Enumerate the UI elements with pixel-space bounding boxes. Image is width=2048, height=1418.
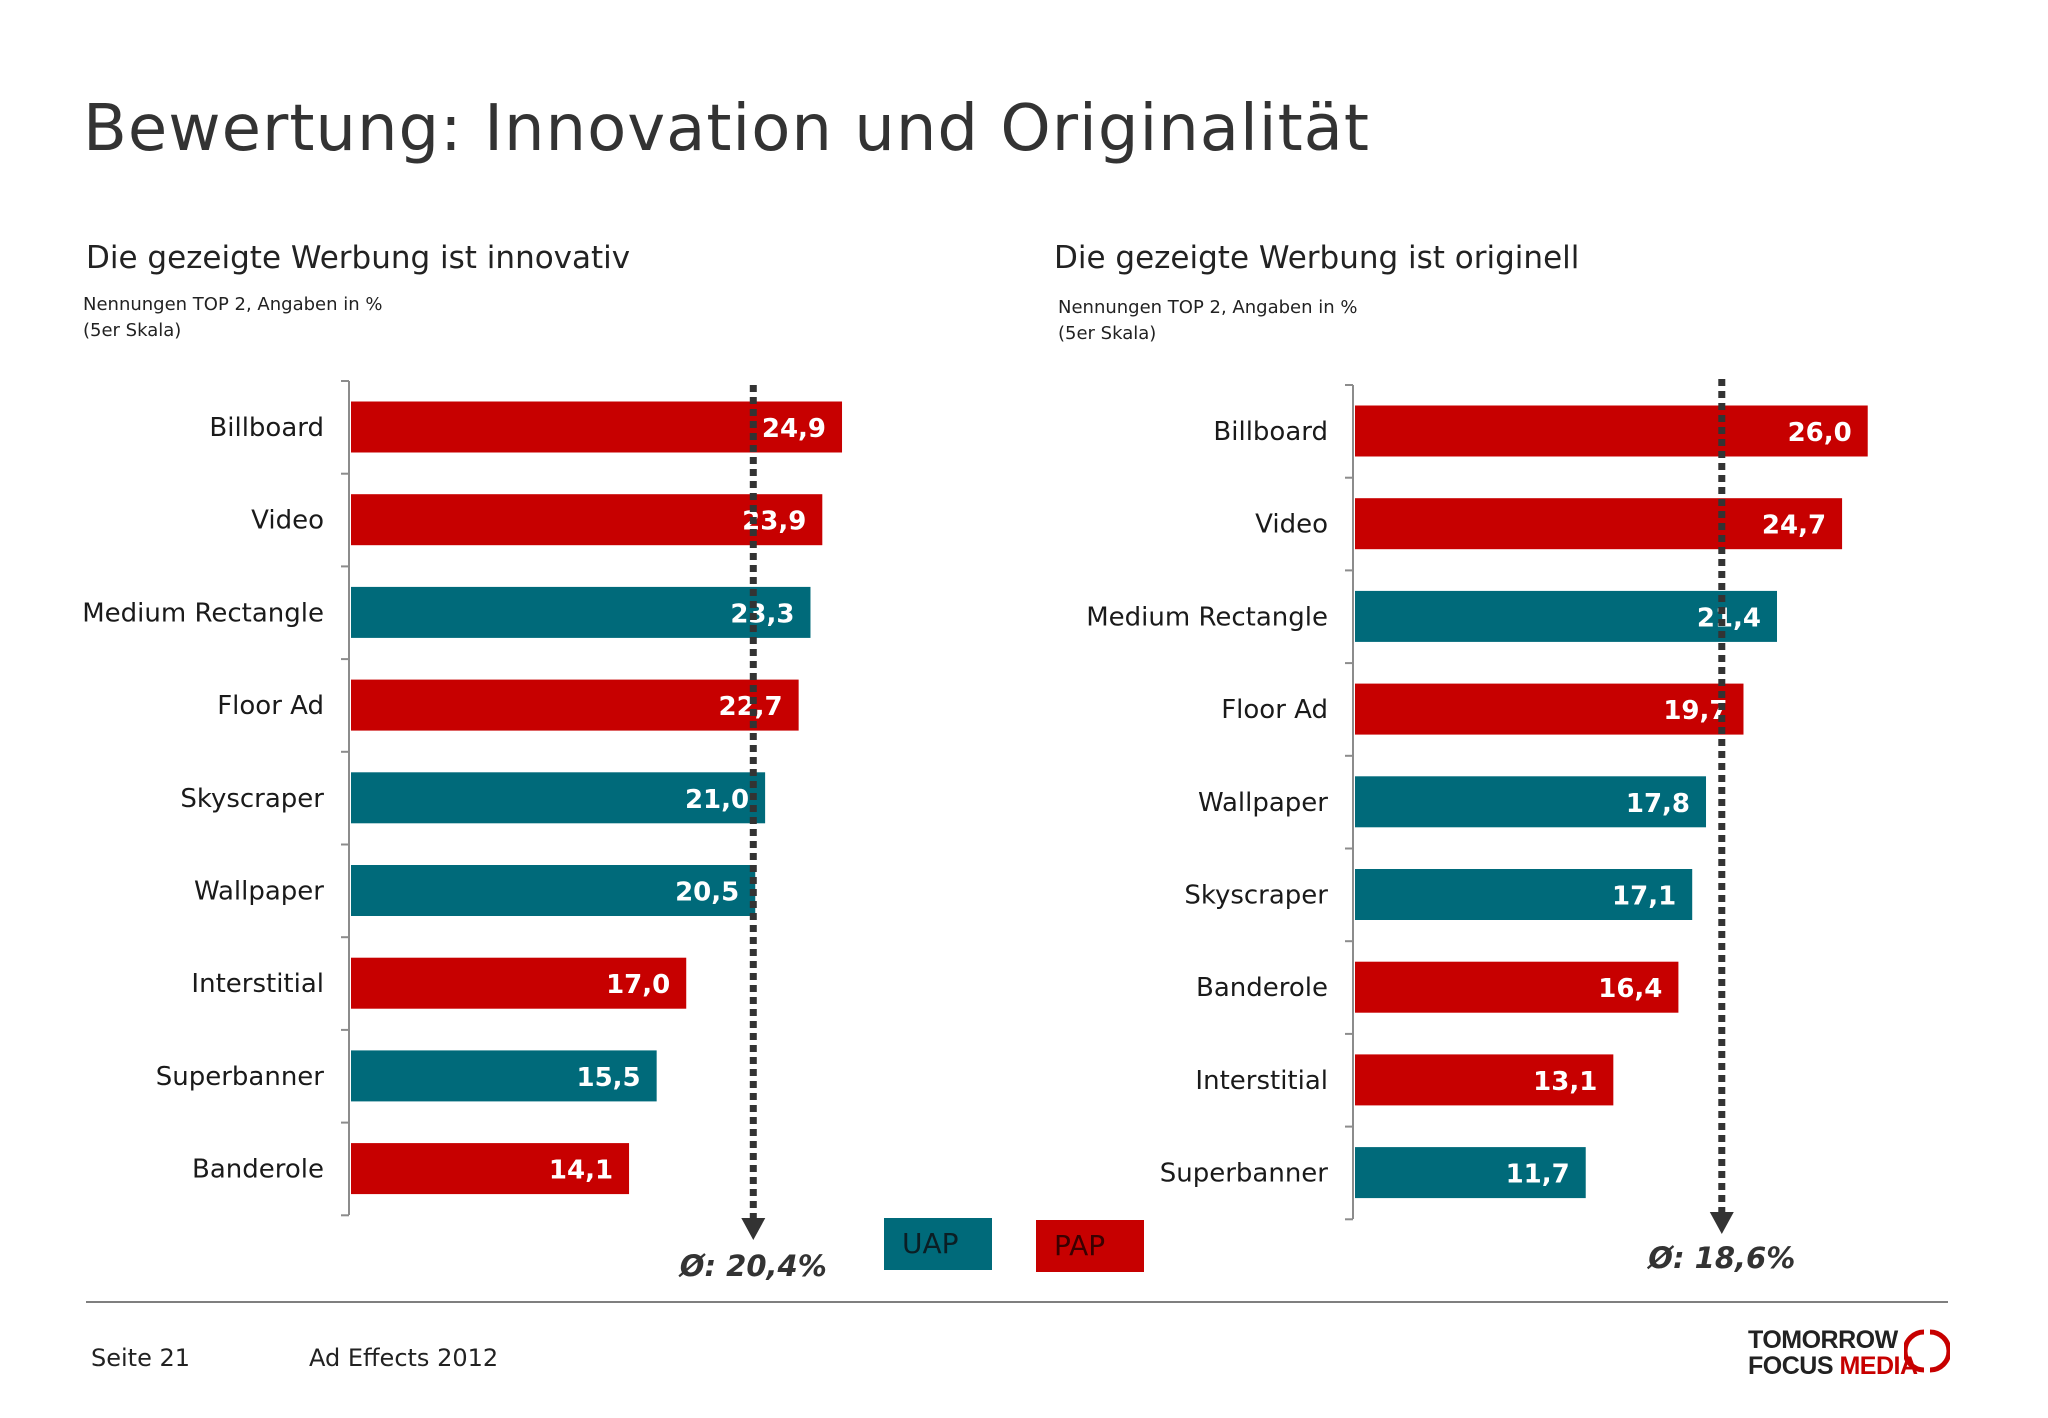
data-label: 23,3: [730, 599, 794, 629]
category-label: Banderole: [1196, 973, 1328, 1003]
bar-video: [1355, 498, 1843, 550]
data-label: 24,7: [1762, 511, 1826, 541]
category-label: Superbanner: [1160, 1159, 1329, 1189]
logo-line1: TOMORROW: [1748, 1326, 1898, 1354]
bar-billboard: [351, 401, 843, 453]
data-label: 13,1: [1533, 1067, 1597, 1097]
data-label: 15,5: [577, 1063, 641, 1093]
chart-title-innovativ: Die gezeigte Werbung ist innovativ: [86, 240, 631, 276]
category-label: Skyscraper: [1184, 881, 1328, 911]
category-label: Banderole: [192, 1155, 324, 1185]
category-label: Interstitial: [1195, 1066, 1328, 1096]
chart-note-line1: Nennungen TOP 2, Angaben in %: [1058, 297, 1358, 318]
category-label: Video: [251, 506, 324, 536]
data-label: 24,9: [762, 414, 826, 444]
bar-banderole: [351, 1143, 630, 1195]
chart-title-originell: Die gezeigte Werbung ist originell: [1054, 240, 1580, 276]
data-label: 26,0: [1788, 418, 1852, 448]
page-title: Bewertung: Innovation und Originalität: [83, 92, 1370, 166]
bar-interstitial: [1355, 1054, 1614, 1106]
bar-wallpaper: [351, 865, 756, 916]
tomorrow-focus-media-logo: TOMORROW FOCUS MEDIA: [1748, 1326, 1958, 1381]
category-label: Superbanner: [156, 1062, 325, 1092]
data-label: 16,4: [1598, 974, 1662, 1004]
average-label: Ø: 20,4%: [678, 1249, 827, 1283]
average-arrow-icon: [741, 1218, 766, 1240]
chart-note-line1: Nennungen TOP 2, Angaben in %: [83, 294, 383, 315]
legend-pap: PAP: [1036, 1220, 1144, 1272]
data-label: 22,7: [718, 692, 782, 722]
logo-focus: FOCUS: [1748, 1352, 1834, 1380]
data-label: 17,8: [1626, 789, 1690, 819]
data-label: 11,7: [1506, 1160, 1570, 1190]
bar-chart-originell: Billboard 26,0 Video 24,7 Medium Rectangle 21…: [1086, 379, 1868, 1275]
data-label: 21,0: [685, 785, 749, 815]
category-label: Billboard: [1213, 417, 1328, 447]
category-label: Floor Ad: [217, 691, 324, 721]
bar-interstitial: [351, 957, 687, 1009]
bar-superbanner: [351, 1050, 657, 1102]
logo-mark-icon: [1904, 1329, 1950, 1373]
footer-study-name: Ad Effects 2012: [309, 1344, 499, 1372]
bar-skyscraper: [1355, 869, 1693, 920]
chart-note-innovativ: Nennungen TOP 2, Angaben in % (5er Skala…: [83, 292, 382, 344]
bar-wallpaper: [1355, 776, 1707, 828]
bar-medium-rectangle: [351, 586, 811, 638]
data-label: 17,0: [606, 970, 670, 1000]
category-label: Wallpaper: [194, 877, 324, 907]
category-label: Medium Rectangle: [1086, 602, 1328, 632]
footer-page-number: Seite 21: [91, 1344, 191, 1372]
category-label: Interstitial: [191, 969, 324, 999]
chart-note-originell: Nennungen TOP 2, Angaben in % (5er Skala…: [1058, 295, 1357, 347]
average-arrow-icon: [1709, 1212, 1734, 1234]
category-label: Skyscraper: [180, 784, 324, 814]
data-label: 17,1: [1612, 882, 1676, 912]
logo-line2: FOCUS MEDIA: [1748, 1352, 1918, 1381]
data-label: 20,5: [675, 878, 739, 908]
bar-floor-ad: [1355, 683, 1744, 735]
chart-note-line2: (5er Skala): [1058, 323, 1157, 344]
average-label: Ø: 18,6%: [1646, 1241, 1795, 1275]
bar-billboard: [1355, 405, 1868, 457]
category-label: Billboard: [209, 413, 324, 443]
bar-video: [351, 494, 823, 546]
data-label: 19,7: [1663, 696, 1727, 726]
category-label: Floor Ad: [1221, 695, 1328, 725]
category-label: Wallpaper: [1198, 788, 1328, 818]
legend-uap: UAP: [884, 1218, 992, 1270]
bar-banderole: [1355, 961, 1679, 1013]
chart-note-line2: (5er Skala): [83, 320, 182, 341]
bar-floor-ad: [351, 679, 799, 731]
bar-medium-rectangle: [1355, 590, 1778, 642]
category-label: Medium Rectangle: [82, 598, 324, 628]
data-label: 21,4: [1697, 603, 1761, 633]
data-label: 14,1: [549, 1156, 613, 1186]
footer-divider: [86, 1301, 1948, 1303]
bar-superbanner: [1355, 1147, 1586, 1199]
bar-skyscraper: [351, 772, 766, 824]
category-label: Video: [1255, 510, 1328, 540]
